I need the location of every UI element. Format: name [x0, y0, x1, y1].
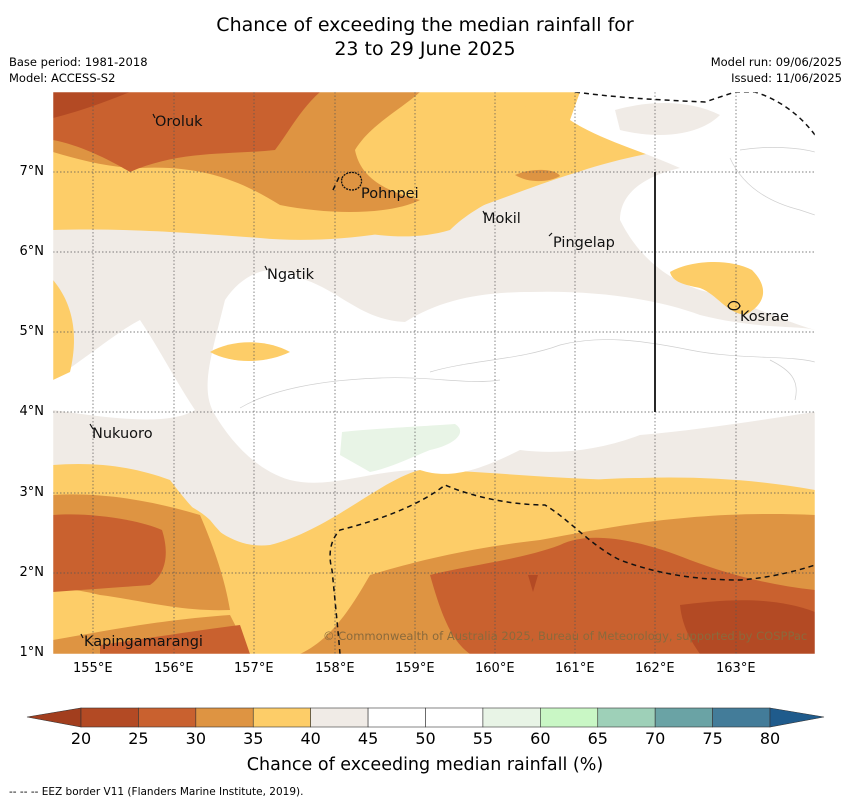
- colorbar: [26, 707, 825, 728]
- colorbar-label: 40: [300, 729, 321, 748]
- colorbar-cell: [195, 707, 254, 728]
- kosrae-island-outline: [727, 300, 741, 311]
- band-45-55-central: [207, 269, 815, 483]
- colorbar-cell: [80, 707, 139, 728]
- colorbar-label: 45: [357, 729, 379, 748]
- model-text: Model: ACCESS-S2: [9, 71, 116, 85]
- map-area: Oroluk Pohnpei Mokil Pingelap Ngatik Kos…: [53, 92, 815, 654]
- lat-label-3n: 3°N: [19, 485, 45, 500]
- lat-label-6n: 6°N: [19, 244, 45, 259]
- eez-border: [329, 92, 815, 654]
- colorbar-cell: [712, 707, 771, 728]
- lon-label-155e: 155°E: [73, 661, 113, 676]
- lon-label-158e: 158°E: [315, 661, 355, 676]
- lat-label-4n: 4°N: [19, 404, 45, 419]
- band-35-40-ngatik: [210, 342, 290, 361]
- colorbar-cell: [540, 707, 599, 728]
- lon-label-161e: 161°E: [555, 661, 595, 676]
- lat-label-2n: 2°N: [19, 565, 45, 580]
- lon-label-157e: 157°E: [234, 661, 274, 676]
- atoll-markers: [80, 113, 553, 639]
- colorbar-cell: [138, 707, 197, 728]
- band-45-55-west: [53, 320, 195, 420]
- colorbar-label: 50: [415, 729, 436, 748]
- issued-text: Issued: 11/06/2025: [731, 71, 842, 85]
- label-mokil: Mokil: [483, 211, 521, 227]
- label-kapingamarangi: Kapingamarangi: [84, 634, 203, 650]
- eez-footnote: -- -- -- EEZ border V11 (Flanders Marine…: [9, 786, 304, 798]
- map-title-line1: Chance of exceeding the median rainfall …: [216, 14, 634, 36]
- colorbar-high-extend: [769, 707, 825, 728]
- lat-label-5n: 5°N: [19, 324, 45, 339]
- band-25-30-south-bottom: [100, 625, 250, 654]
- colorbar-low-extend: [26, 707, 82, 728]
- band-20-25-south: [680, 600, 815, 654]
- label-pohnpei: Pohnpei: [361, 186, 419, 202]
- colorbar-cell: [425, 707, 484, 728]
- band-30-35-mokil: [515, 169, 560, 182]
- band-25-30-north: [53, 92, 320, 172]
- lon-label-160e: 160°E: [475, 661, 515, 676]
- label-pingelap: Pingelap: [553, 235, 615, 251]
- map-title-line2: 23 to 29 June 2025: [334, 38, 516, 60]
- colorbar-label: 35: [243, 729, 264, 748]
- label-ngatik: Ngatik: [267, 267, 315, 283]
- model-run-text: Model run: 09/06/2025: [710, 55, 842, 69]
- colorbar-cell: [367, 707, 426, 728]
- band-20-25-north: [53, 92, 130, 118]
- base-period-text: Base period: 1981-2018: [9, 55, 148, 69]
- colorbar-label: 20: [70, 729, 92, 748]
- copyright-text: © Commonwealth of Australia 2025, Bureau…: [323, 629, 807, 643]
- colorbar-label: 75: [702, 729, 723, 748]
- colorbar-label: 70: [644, 729, 666, 748]
- lat-label-1n: 1°N: [19, 645, 45, 660]
- lon-label-159e: 159°E: [395, 661, 435, 676]
- lon-label-163e: 163°E: [716, 661, 756, 676]
- colorbar-label: 30: [185, 729, 207, 748]
- label-oroluk: Oroluk: [155, 114, 203, 130]
- label-kosrae: Kosrae: [740, 309, 789, 325]
- band-35-40-west: [53, 280, 74, 380]
- label-nukuoro: Nukuoro: [92, 426, 153, 442]
- band-55-60-patch: [340, 424, 461, 472]
- colorbar-label: 55: [472, 729, 494, 748]
- map-frame: [52, 91, 816, 655]
- band-45-55-northeast: [570, 92, 815, 330]
- contour-lines: [239, 147, 815, 409]
- colorbar-cell: [482, 707, 541, 728]
- band-40-45-ne-patch: [615, 103, 720, 135]
- band-20-25-dot: [528, 575, 538, 592]
- band-25-30-southwest: [53, 514, 166, 592]
- colorbar-label: 80: [759, 729, 781, 748]
- colorbar-label: 25: [128, 729, 149, 748]
- colorbar-cell: [654, 707, 713, 728]
- colorbar-cell: [252, 707, 311, 728]
- colorbar-cell: [597, 707, 656, 728]
- lat-label-7n: 7°N: [19, 164, 45, 179]
- colorbar-cell: [310, 707, 369, 728]
- pohnpei-island-outline: [340, 171, 363, 191]
- colorbar-cells: [80, 707, 771, 728]
- lon-label-156e: 156°E: [154, 661, 194, 676]
- colorbar-title: Chance of exceeding median rainfall (%): [246, 755, 604, 775]
- colorbar-label: 65: [587, 729, 608, 748]
- band-35-40-kosrae: [670, 261, 764, 315]
- lon-label-162e: 162°E: [635, 661, 675, 676]
- colorbar-label: 60: [530, 729, 551, 748]
